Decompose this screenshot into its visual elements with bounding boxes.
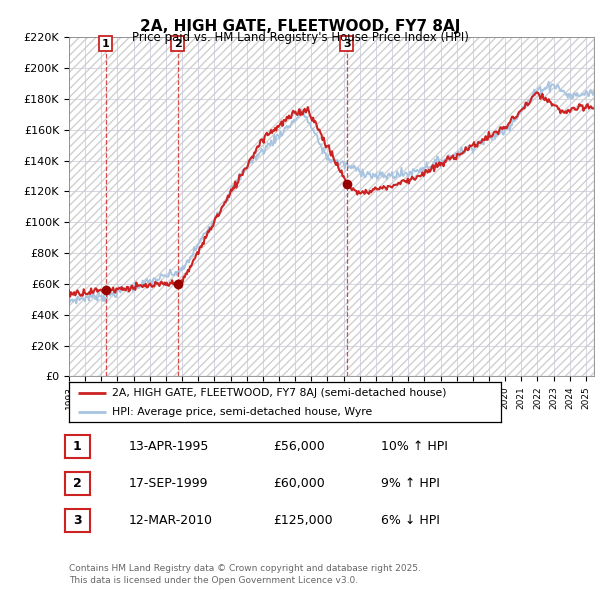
Text: 12-MAR-2010: 12-MAR-2010 (129, 514, 213, 527)
Text: 2: 2 (173, 39, 181, 49)
Text: 9% ↑ HPI: 9% ↑ HPI (381, 477, 440, 490)
Text: 10% ↑ HPI: 10% ↑ HPI (381, 440, 448, 453)
Text: 17-SEP-1999: 17-SEP-1999 (129, 477, 209, 490)
Text: HPI: Average price, semi-detached house, Wyre: HPI: Average price, semi-detached house,… (112, 407, 373, 417)
Text: £56,000: £56,000 (273, 440, 325, 453)
Text: 2: 2 (73, 477, 82, 490)
Text: 3: 3 (343, 39, 350, 49)
Text: Contains HM Land Registry data © Crown copyright and database right 2025.
This d: Contains HM Land Registry data © Crown c… (69, 564, 421, 585)
Text: £60,000: £60,000 (273, 477, 325, 490)
Text: £125,000: £125,000 (273, 514, 332, 527)
Text: Price paid vs. HM Land Registry's House Price Index (HPI): Price paid vs. HM Land Registry's House … (131, 31, 469, 44)
Text: 2A, HIGH GATE, FLEETWOOD, FY7 8AJ (semi-detached house): 2A, HIGH GATE, FLEETWOOD, FY7 8AJ (semi-… (112, 388, 446, 398)
Text: 13-APR-1995: 13-APR-1995 (129, 440, 209, 453)
Text: 2A, HIGH GATE, FLEETWOOD, FY7 8AJ: 2A, HIGH GATE, FLEETWOOD, FY7 8AJ (140, 19, 460, 34)
Text: 3: 3 (73, 514, 82, 527)
Text: 1: 1 (102, 39, 110, 49)
Text: 6% ↓ HPI: 6% ↓ HPI (381, 514, 440, 527)
Text: 1: 1 (73, 440, 82, 453)
